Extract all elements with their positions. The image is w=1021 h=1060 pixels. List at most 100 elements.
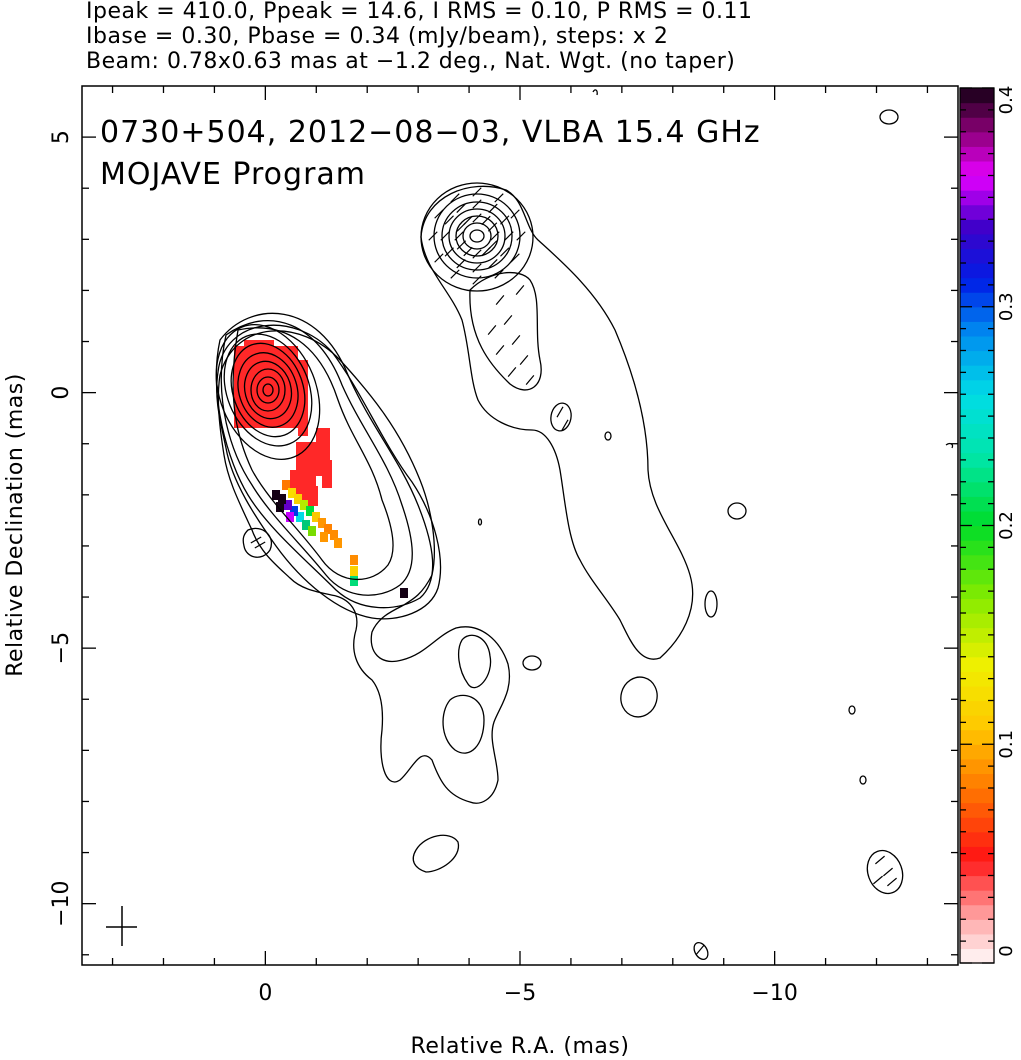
colorbar-swatch	[960, 554, 994, 570]
pol-pixel	[276, 502, 284, 512]
evpa-vector	[428, 231, 438, 241]
evpa-vector	[456, 259, 466, 269]
x-tick-label: −10	[751, 981, 797, 1006]
polarization-color-map	[234, 340, 408, 598]
header-line-3: Beam: 0.78x0.63 mas at −1.2 deg., Nat. W…	[86, 49, 736, 74]
pol-pixel	[334, 538, 342, 548]
colorbar	[959, 87, 995, 964]
evpa-vector	[456, 240, 467, 250]
colorbar-swatch	[960, 933, 994, 950]
colorbar-swatch	[960, 394, 994, 410]
evpa-vector	[510, 209, 520, 219]
evpa-vector	[472, 263, 482, 273]
colorbar-swatch	[960, 948, 994, 964]
evpa-vector	[250, 536, 262, 544]
evpa-vector	[515, 285, 525, 295]
colorbar-swatch	[960, 233, 994, 250]
colorbar-swatch	[960, 146, 994, 162]
pol-pixel	[312, 512, 320, 522]
pol-pixel	[320, 532, 328, 542]
evpa-vector	[494, 193, 504, 203]
colorbar-swatch	[960, 481, 994, 497]
axis-tick-labels: 0 −5 −10 5 0 −5 −10	[49, 130, 798, 1006]
colorbar-swatch	[960, 919, 994, 935]
pol-pixel	[330, 530, 338, 540]
colorbar-swatch	[960, 350, 994, 366]
colorbar-swatch	[960, 817, 994, 833]
colorbar-tick-labels: 0 0.1 0.2 0.3 0.4	[996, 86, 1017, 957]
evpa-vector	[472, 275, 482, 285]
colorbar-swatch	[960, 467, 994, 483]
colorbar-swatch	[960, 627, 994, 643]
evpa-vector	[463, 246, 473, 257]
evpa-vector	[454, 231, 464, 241]
colorbar-swatch	[960, 321, 994, 337]
colorbar-swatch	[960, 292, 994, 308]
evpa-vector	[525, 375, 535, 385]
colorbar-swatch	[960, 263, 994, 279]
axis-ticks	[82, 86, 958, 965]
evpa-vector	[488, 203, 498, 213]
colorbar-swatch	[960, 306, 994, 322]
colorbar-swatch	[960, 904, 994, 920]
evpa-vector	[511, 335, 521, 345]
evpa-vector	[472, 199, 482, 209]
evpa-vector	[456, 203, 466, 213]
colorbar-swatch	[960, 700, 994, 716]
evpa-vector	[495, 345, 505, 355]
colorbar-tick-label: 0.4	[996, 86, 1017, 115]
y-tick-label: −5	[49, 632, 74, 664]
evpa-vector	[434, 209, 444, 219]
evpa-vector	[561, 419, 569, 431]
colorbar-swatch	[960, 685, 994, 702]
evpa-vectors	[250, 187, 897, 955]
pol-pixel	[272, 490, 280, 500]
colorbar-swatch	[960, 277, 994, 293]
x-axis-label: Relative R.A. (mas)	[411, 1034, 630, 1059]
evpa-vector	[507, 367, 517, 377]
colorbar-swatch	[960, 510, 994, 527]
evpa-vector	[472, 249, 482, 259]
evpa-vector	[695, 945, 705, 955]
evpa-vector	[494, 269, 504, 279]
colorbar-swatch	[960, 613, 994, 629]
pol-pixel	[278, 494, 286, 504]
colorbar-swatch	[960, 598, 994, 614]
colorbar-swatch	[960, 117, 994, 133]
pol-pixel	[282, 480, 290, 490]
plot-title-program: MOJAVE Program	[100, 157, 366, 192]
colorbar-swatch	[960, 88, 994, 104]
colorbar-swatch	[960, 540, 994, 556]
y-tick-label: −10	[49, 880, 74, 926]
evpa-vector	[887, 877, 897, 887]
pol-pixel	[286, 512, 294, 522]
evpa-vector	[500, 215, 510, 225]
colorbar-tick-label: 0.2	[996, 511, 1017, 540]
evpa-vector	[500, 247, 510, 257]
x-tick-label: −5	[504, 981, 536, 1006]
colorbar-swatch	[960, 831, 994, 847]
evpa-vector	[490, 231, 500, 241]
pol-pixel	[350, 566, 358, 576]
colorbar-swatch	[960, 248, 994, 264]
colorbar-swatch	[960, 715, 994, 731]
colorbar-ticks	[960, 87, 994, 964]
colorbar-swatch	[960, 642, 994, 658]
colorbar-swatch	[960, 729, 994, 745]
colorbar-swatch	[960, 788, 994, 804]
pol-pixel	[284, 500, 292, 510]
colorbar-swatch	[960, 773, 994, 789]
colorbar-swatch	[960, 569, 994, 585]
colorbar-swatch	[960, 525, 994, 541]
colorbar-tick-label: 0.1	[996, 730, 1017, 759]
colorbar-swatch	[960, 875, 994, 891]
evpa-vector	[444, 247, 454, 257]
pol-pixel	[300, 500, 308, 510]
evpa-vector	[495, 295, 505, 305]
colorbar-swatch	[960, 219, 994, 235]
evpa-vector	[875, 855, 885, 865]
colorbar-swatch	[960, 408, 994, 425]
evpa-vector	[504, 231, 514, 241]
evpa-vector	[487, 222, 498, 232]
beam-symbol	[106, 906, 137, 946]
